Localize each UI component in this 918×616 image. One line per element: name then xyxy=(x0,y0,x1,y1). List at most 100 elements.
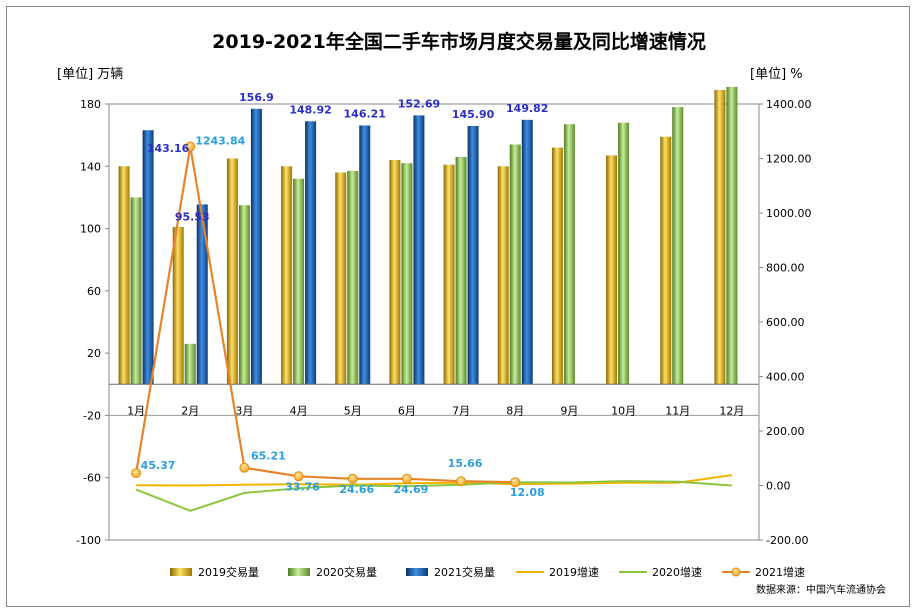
bar-2021 xyxy=(413,115,425,385)
category-label: 8月 xyxy=(506,404,524,417)
left-axis: 180 140 100 60 20 -20 -60 -100 xyxy=(76,98,109,547)
line-2021-growth xyxy=(135,146,516,484)
right-tick-label: 800.00 xyxy=(766,262,805,275)
right-tick-label: 1000.00 xyxy=(766,207,812,220)
legend-label: 2019交易量 xyxy=(198,565,259,579)
bar-2020 xyxy=(401,163,413,385)
line-series xyxy=(131,141,733,512)
bar-2019 xyxy=(714,89,726,385)
category-label: 1月 xyxy=(127,404,145,417)
right-tick-label: 600.00 xyxy=(766,316,805,329)
legend-label: 2020交易量 xyxy=(316,565,377,579)
legend-label: 2021增速 xyxy=(755,565,805,579)
bar-2021 xyxy=(196,204,208,385)
line-2021-marker xyxy=(510,477,521,488)
left-axis-unit: [单位] 万辆 xyxy=(57,67,123,82)
left-tick-label: 20 xyxy=(87,347,101,360)
left-tick-label: -20 xyxy=(83,409,101,422)
right-tick-label: 1200.00 xyxy=(766,153,812,166)
bar-2021-value-label: 148.92 xyxy=(289,103,331,116)
bar-2020 xyxy=(347,170,359,385)
bar-2020 xyxy=(455,156,467,385)
growth-2021-value-label: 45.37 xyxy=(141,459,176,472)
bar-2021-value-label: 156.9 xyxy=(239,91,274,104)
category-label: 2月 xyxy=(181,404,199,417)
bar-2020 xyxy=(184,343,196,385)
right-tick-label: 200.00 xyxy=(766,425,805,438)
source-note: 数据来源：中国汽车流通协会 xyxy=(756,583,886,596)
category-label: 6月 xyxy=(398,404,416,417)
category-label: 9月 xyxy=(560,404,578,417)
category-labels: 1月 2月 3月 4月 5月 6月 7月 8月 9月 10月 11月 12月 xyxy=(127,404,744,417)
left-tick-label: -60 xyxy=(83,472,101,485)
bar-2021-value-label: 149.82 xyxy=(506,102,548,115)
bar-2021-value-label: 152.69 xyxy=(398,97,440,110)
line-2021-marker xyxy=(347,473,358,484)
category-label: 12月 xyxy=(719,404,744,417)
bar-2021-value-label: 146.21 xyxy=(344,107,386,120)
bar-2019 xyxy=(172,227,184,385)
chart-title: 2019-2021年全国二手车市场月度交易量及同比增速情况 xyxy=(212,30,706,53)
category-label: 4月 xyxy=(290,404,308,417)
chart-svg: 2019-2021年全国二手车市场月度交易量及同比增速情况 [单位] 万辆 [单… xyxy=(57,30,886,596)
category-label: 10月 xyxy=(611,404,636,417)
right-tick-label: 1400.00 xyxy=(766,98,812,111)
growth-2021-value-label: 24.69 xyxy=(394,483,429,496)
left-tick-label: -100 xyxy=(76,534,101,547)
bar-2019 xyxy=(660,136,672,385)
growth-2021-value-label: 24.66 xyxy=(339,483,374,496)
right-axis-unit: [单位] % xyxy=(750,67,803,82)
bar-series xyxy=(118,86,738,385)
bar-2019 xyxy=(443,164,455,385)
chart-frame: 2019-2021年全国二手车市场月度交易量及同比增速情况 [单位] 万辆 [单… xyxy=(6,6,910,607)
bar-2021 xyxy=(521,119,533,385)
legend-label: 2021交易量 xyxy=(434,565,495,579)
bar-2021 xyxy=(359,125,371,385)
legend-swatch-1 xyxy=(288,568,310,576)
bar-2021 xyxy=(142,130,154,385)
bar-2019 xyxy=(335,172,347,385)
category-label: 3月 xyxy=(235,404,253,417)
bar-2019 xyxy=(497,166,509,385)
left-tick-label: 180 xyxy=(80,98,101,111)
growth-2021-value-label: 65.21 xyxy=(251,450,286,463)
line-2021-marker xyxy=(239,462,250,473)
bar-2020 xyxy=(130,197,142,385)
legend-swatch-2 xyxy=(406,568,428,576)
bar-2020 xyxy=(293,178,305,385)
bar-2019 xyxy=(118,166,130,385)
line-2021-marker xyxy=(185,141,196,152)
line-2021-marker xyxy=(456,476,467,487)
category-label: 7月 xyxy=(452,404,470,417)
line-2021-marker xyxy=(401,473,412,484)
right-tick-label: 400.00 xyxy=(766,371,805,384)
growth-2021-value-label: 33.76 xyxy=(285,480,320,493)
growth-2021-value-label: 1243.84 xyxy=(195,135,245,148)
line-2019-growth xyxy=(136,474,733,487)
bar-2019 xyxy=(389,160,401,385)
legend-marker xyxy=(731,567,741,577)
bar-2019 xyxy=(226,158,238,385)
bar-2021-value-label: 145.90 xyxy=(452,108,495,121)
bar-2021 xyxy=(467,125,479,385)
bar-2020 xyxy=(618,122,630,385)
growth-2021-value-label: 12.08 xyxy=(510,486,545,499)
right-tick-label: 0.00 xyxy=(766,480,791,493)
bar-2019 xyxy=(551,147,563,385)
bar-2020 xyxy=(563,124,575,385)
left-tick-label: 140 xyxy=(80,160,101,173)
right-axis: 1400.00 1200.00 1000.00 800.00 600.00 400.00 2… xyxy=(759,98,812,547)
line-2021-marker xyxy=(131,468,142,479)
bar-2020 xyxy=(726,86,738,385)
bar-2020 xyxy=(672,107,684,385)
legend-label: 2019增速 xyxy=(549,565,599,579)
legend: 2019交易量 2020交易量 2021交易量 2019增速 2020增速 2021增速 xyxy=(170,565,805,579)
category-label: 5月 xyxy=(344,404,362,417)
legend-swatch-0 xyxy=(170,568,192,576)
bar-2020 xyxy=(238,205,250,385)
left-tick-label: 60 xyxy=(87,285,101,298)
left-tick-label: 100 xyxy=(80,223,101,236)
data-labels: 143.16 95.53 156.9 148.92 146.21 152.69 145.90… xyxy=(141,91,549,499)
bar-2021 xyxy=(250,108,262,385)
bar-2021-value-label: 143.16 xyxy=(147,142,190,155)
